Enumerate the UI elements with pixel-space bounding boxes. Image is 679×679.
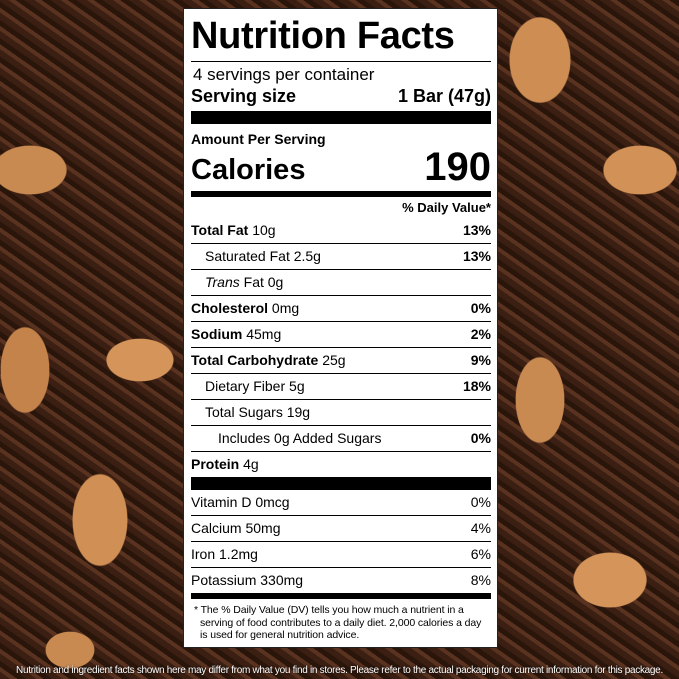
vitamin-list: Vitamin D 0mcg 0% Calcium 50mg 4% Iron 1.2mg…	[191, 490, 491, 593]
vitamin-amount: 50mg	[245, 520, 281, 536]
nutrient-name: Total Carbohydrate 25g	[191, 348, 346, 373]
vitamin-label: Iron	[191, 546, 216, 562]
nutrient-amount: 19g	[286, 404, 311, 420]
calories-value: 190	[424, 145, 491, 189]
nutrient-amount: 45mg	[246, 326, 282, 342]
nutrient-row: Trans Fat 0g	[191, 269, 491, 295]
nutrient-label-suffix: Fat	[243, 274, 264, 290]
nutrient-name: Total Sugars 19g	[191, 400, 310, 425]
nutrient-list: Total Fat 10g 13% Saturated Fat 2.5g 13% Tra…	[191, 218, 491, 477]
vitamin-row: Iron 1.2mg 6%	[191, 541, 491, 567]
vitamin-name: Iron 1.2mg	[191, 542, 258, 567]
nutrient-name: Total Fat 10g	[191, 218, 276, 243]
vitamin-amount: 0mcg	[255, 494, 290, 510]
vitamin-name: Vitamin D 0mcg	[191, 490, 290, 515]
nutrient-name: Dietary Fiber 5g	[191, 374, 305, 399]
nutrient-name: Trans Fat 0g	[191, 270, 283, 295]
nutrient-daily-value: 0%	[470, 430, 491, 446]
nutrient-amount: 0mg	[271, 300, 300, 316]
medium-divider	[191, 593, 491, 599]
nutrient-label: Total Fat	[191, 222, 249, 238]
nutrient-label: Protein	[191, 456, 240, 472]
vitamin-name: Potassium 330mg	[191, 568, 303, 593]
nutrient-name: Protein 4g	[191, 452, 259, 477]
vitamin-name: Calcium 50mg	[191, 516, 281, 541]
nutrient-name: Includes 0g Added Sugars	[191, 426, 381, 451]
disclaimer: Nutrition and ingredient facts shown her…	[16, 665, 663, 676]
nutrient-amount: 5g	[289, 378, 305, 394]
nutrient-daily-value: 0%	[470, 300, 491, 316]
daily-value-header: % Daily Value*	[402, 200, 491, 215]
nutrient-label: Cholesterol	[191, 300, 269, 316]
vitamin-row: Vitamin D 0mcg 0%	[191, 490, 491, 515]
nutrient-row: Protein 4g	[191, 451, 491, 477]
nutrient-label: Total Carbohydrate	[191, 352, 319, 368]
nutrient-row: Cholesterol 0mg 0%	[191, 295, 491, 321]
nutrient-row: Includes 0g Added Sugars 0%	[191, 425, 491, 451]
nutrient-daily-value: 2%	[470, 326, 491, 342]
nutrient-label: Sodium	[191, 326, 243, 342]
amount-per-serving: Amount Per Serving	[191, 131, 326, 147]
thick-divider	[191, 477, 491, 490]
footnote: * The % Daily Value (DV) tells you how m…	[194, 604, 482, 641]
servings-per-container: 4 servings per container	[193, 65, 375, 84]
nutrient-label: Saturated Fat	[205, 248, 290, 264]
divider	[191, 61, 491, 62]
serving-size-value: 1 Bar (47g)	[397, 86, 491, 106]
nutrient-amount: 4g	[243, 456, 259, 472]
nutrient-row: Total Fat 10g 13%	[191, 218, 491, 243]
calories-row: Calories 190	[191, 147, 491, 187]
nutrient-row: Total Carbohydrate 25g 9%	[191, 347, 491, 373]
nutrient-amount: 25g	[322, 352, 346, 368]
vitamin-daily-value: 8%	[470, 572, 491, 588]
nutrient-daily-value: 9%	[470, 352, 491, 368]
serving-size-label: Serving size	[191, 86, 297, 106]
nutrient-row: Saturated Fat 2.5g 13%	[191, 243, 491, 269]
nutrient-label: Dietary Fiber	[205, 378, 286, 394]
nutrient-label: Includes 0g Added Sugars	[218, 430, 382, 446]
nutrient-amount: 10g	[252, 222, 276, 238]
medium-divider	[191, 191, 491, 197]
nutrient-daily-value: 18%	[462, 378, 491, 394]
vitamin-daily-value: 6%	[470, 546, 491, 562]
vitamin-row: Potassium 330mg 8%	[191, 567, 491, 593]
nutrient-name: Cholesterol 0mg	[191, 296, 299, 321]
vitamin-amount: 1.2mg	[219, 546, 258, 562]
nutrient-row: Dietary Fiber 5g 18%	[191, 373, 491, 399]
label-title: Nutrition Facts	[191, 15, 455, 57]
vitamin-row: Calcium 50mg 4%	[191, 515, 491, 541]
vitamin-daily-value: 0%	[470, 494, 491, 510]
vitamin-daily-value: 4%	[470, 520, 491, 536]
nutrient-amount: 0g	[267, 274, 284, 290]
nutrient-name: Saturated Fat 2.5g	[191, 244, 321, 269]
nutrient-label: Trans	[205, 274, 240, 290]
nutrition-facts-label: Nutrition Facts 4 servings per container…	[183, 8, 498, 648]
nutrient-label: Total Sugars	[205, 404, 283, 420]
nutrient-row: Total Sugars 19g	[191, 399, 491, 425]
vitamin-label: Potassium	[191, 572, 257, 588]
calories-label: Calories	[191, 154, 306, 186]
nutrient-amount: 2.5g	[293, 248, 321, 264]
thick-divider	[191, 111, 491, 124]
serving-size: Serving size 1 Bar (47g)	[191, 85, 491, 107]
vitamin-label: Calcium	[191, 520, 242, 536]
nutrient-name: Sodium 45mg	[191, 322, 281, 347]
nutrient-daily-value: 13%	[462, 222, 491, 238]
nutrient-row: Sodium 45mg 2%	[191, 321, 491, 347]
nutrient-daily-value: 13%	[462, 248, 491, 264]
vitamin-label: Vitamin D	[191, 494, 252, 510]
vitamin-amount: 330mg	[260, 572, 304, 588]
